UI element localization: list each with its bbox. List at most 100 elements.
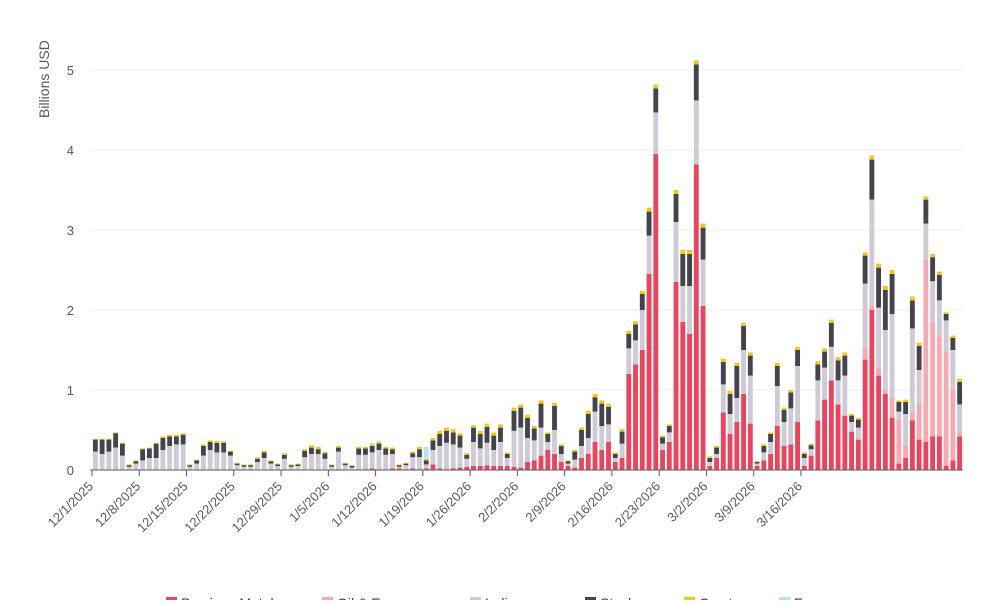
bar-segment[interactable]	[342, 462, 348, 464]
bar-segment[interactable]	[882, 286, 888, 290]
bar-segment[interactable]	[788, 408, 794, 445]
bar-segment[interactable]	[612, 452, 618, 454]
bar-segment[interactable]	[950, 338, 956, 350]
bar-segment[interactable]	[936, 274, 942, 301]
bar-segment[interactable]	[714, 458, 719, 470]
bar-segment[interactable]	[774, 426, 780, 470]
bar-segment[interactable]	[876, 307, 882, 368]
bar-segment[interactable]	[808, 443, 814, 446]
bar-segment[interactable]	[653, 84, 659, 89]
bar-segment[interactable]	[639, 294, 645, 310]
bar-segment[interactable]	[741, 350, 746, 394]
bar-segment[interactable]	[457, 435, 463, 448]
bar-segment[interactable]	[160, 438, 166, 450]
bar-segment[interactable]	[309, 445, 314, 448]
bar-segment[interactable]	[464, 466, 470, 470]
bar-segment[interactable]	[727, 434, 733, 470]
bar-segment[interactable]	[363, 446, 368, 449]
bar-segment[interactable]	[423, 460, 429, 465]
bar-segment[interactable]	[180, 433, 186, 435]
bar-segment[interactable]	[734, 366, 740, 398]
bar-segment[interactable]	[376, 442, 382, 444]
bar-segment[interactable]	[498, 427, 503, 442]
bar-segment[interactable]	[889, 270, 895, 274]
bar-segment[interactable]	[646, 235, 652, 274]
bar-segment[interactable]	[592, 397, 598, 412]
bar-segment[interactable]	[626, 348, 632, 374]
bar-segment[interactable]	[761, 460, 767, 470]
bar-segment[interactable]	[140, 449, 146, 461]
bar-segment[interactable]	[234, 462, 240, 464]
bar-segment[interactable]	[477, 430, 483, 434]
bar-segment[interactable]	[957, 378, 963, 382]
bar-segment[interactable]	[349, 466, 355, 468]
bar-segment[interactable]	[525, 418, 530, 438]
bar-segment[interactable]	[437, 468, 443, 470]
bar-segment[interactable]	[774, 386, 780, 426]
bar-segment[interactable]	[113, 432, 119, 434]
bar-segment[interactable]	[876, 267, 882, 308]
bar-segment[interactable]	[808, 455, 814, 470]
bar-segment[interactable]	[707, 466, 713, 470]
bar-segment[interactable]	[741, 322, 746, 326]
bar-segment[interactable]	[714, 454, 719, 458]
bar-segment[interactable]	[363, 448, 368, 455]
bar-segment[interactable]	[248, 464, 254, 466]
bar-segment[interactable]	[504, 452, 510, 454]
bar-segment[interactable]	[450, 432, 456, 445]
bar-segment[interactable]	[369, 452, 375, 469]
bar-segment[interactable]	[173, 436, 179, 445]
bar-segment[interactable]	[477, 466, 483, 470]
bar-segment[interactable]	[849, 422, 855, 432]
bar-segment[interactable]	[214, 442, 220, 453]
bar-segment[interactable]	[194, 460, 200, 464]
bar-segment[interactable]	[369, 468, 375, 470]
bar-segment[interactable]	[167, 436, 173, 446]
bar-segment[interactable]	[545, 432, 551, 434]
bar-segment[interactable]	[261, 458, 267, 470]
bar-segment[interactable]	[511, 466, 517, 470]
bar-segment[interactable]	[288, 465, 294, 467]
bar-segment[interactable]	[639, 290, 645, 294]
bar-segment[interactable]	[227, 451, 233, 456]
bar-segment[interactable]	[477, 448, 483, 466]
bar-segment[interactable]	[835, 380, 841, 405]
bar-segment[interactable]	[862, 359, 868, 470]
bar-segment[interactable]	[855, 418, 861, 420]
bar-segment[interactable]	[673, 222, 679, 282]
bar-segment[interactable]	[241, 466, 247, 470]
bar-segment[interactable]	[484, 442, 490, 466]
bar-segment[interactable]	[214, 452, 220, 470]
bar-segment[interactable]	[99, 439, 105, 454]
bar-segment[interactable]	[187, 465, 193, 467]
bar-segment[interactable]	[720, 358, 726, 362]
bar-segment[interactable]	[336, 446, 341, 448]
bar-segment[interactable]	[828, 346, 834, 381]
bar-segment[interactable]	[633, 321, 638, 325]
bar-segment[interactable]	[552, 430, 557, 454]
bar-segment[interactable]	[768, 442, 773, 454]
bar-segment[interactable]	[916, 346, 922, 370]
bar-segment[interactable]	[646, 207, 652, 212]
bar-segment[interactable]	[599, 426, 605, 450]
bar-segment[interactable]	[653, 154, 659, 470]
bar-segment[interactable]	[579, 458, 584, 470]
bar-segment[interactable]	[687, 334, 692, 470]
bar-segment[interactable]	[660, 435, 665, 438]
bar-segment[interactable]	[801, 452, 807, 454]
bar-segment[interactable]	[734, 362, 740, 366]
bar-segment[interactable]	[565, 466, 571, 470]
bar-segment[interactable]	[585, 454, 591, 470]
bar-segment[interactable]	[687, 286, 692, 334]
bar-segment[interactable]	[909, 328, 915, 413]
bar-segment[interactable]	[869, 155, 875, 160]
bar-segment[interactable]	[903, 402, 909, 414]
bar-segment[interactable]	[774, 362, 780, 366]
bar-segment[interactable]	[336, 451, 341, 470]
bar-segment[interactable]	[862, 347, 868, 360]
bar-segment[interactable]	[747, 375, 753, 424]
bar-segment[interactable]	[720, 362, 726, 385]
bar-segment[interactable]	[876, 375, 882, 470]
bar-segment[interactable]	[180, 444, 186, 470]
bar-segment[interactable]	[558, 454, 564, 462]
